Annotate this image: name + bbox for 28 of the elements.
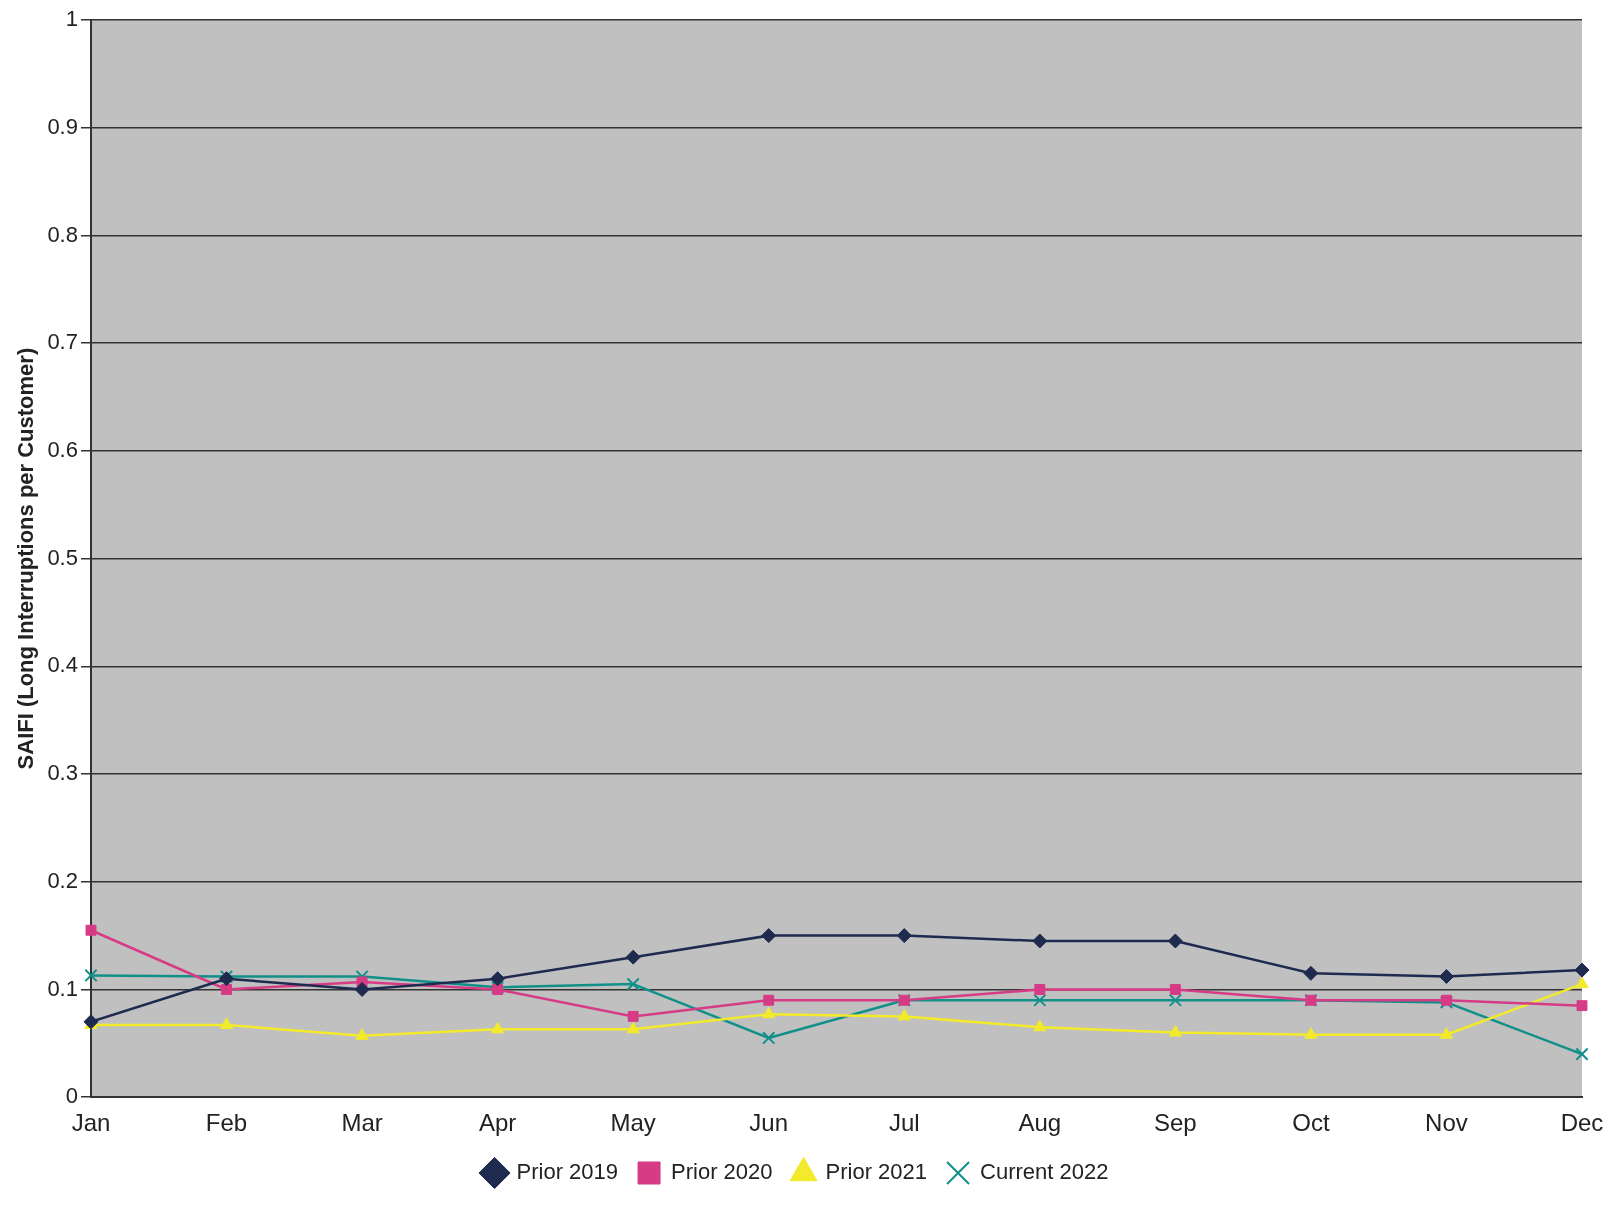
legend-label: Current 2022 [980,1159,1109,1185]
x-tick-label: Apr [478,1109,517,1137]
x-tick-label: Feb [205,1109,248,1137]
x-tick-label: Jul [888,1109,920,1137]
x-tick-label: Jun [749,1109,789,1137]
x-tick-label: Dec [1560,1109,1604,1137]
x-tick-label: Nov [1425,1109,1468,1137]
y-tick-label: 0.6 [47,436,78,462]
y-tick-label: 0.9 [47,113,78,139]
x-tick-label: Oct [1292,1109,1330,1137]
x-tick-label: Mar [341,1109,383,1137]
x-tick-label: May [610,1109,656,1137]
y-tick-label: 0 [65,1083,78,1109]
y-tick-label: 0.3 [47,760,78,786]
legend-label: Prior 2020 [671,1159,773,1185]
y-tick-label: 0.2 [47,867,78,893]
x-tick-label: Aug [1018,1109,1062,1137]
y-tick-label: 0.8 [47,221,78,247]
x-tick-label: Sep [1154,1109,1197,1137]
legend-label: Prior 2021 [825,1159,928,1185]
y-tick-label: 0.4 [47,652,78,678]
y-axis-title: SAIFI (Long Interruptions per Customer) [13,347,39,770]
y-tick-label: 0.1 [47,975,78,1001]
y-tick-label: 1 [65,6,78,32]
x-tick-label: Jan [71,1109,111,1137]
legend-label: Prior 2019 [516,1159,619,1185]
y-tick-label: 0.7 [47,329,78,355]
y-tick-label: 0.5 [47,544,78,570]
